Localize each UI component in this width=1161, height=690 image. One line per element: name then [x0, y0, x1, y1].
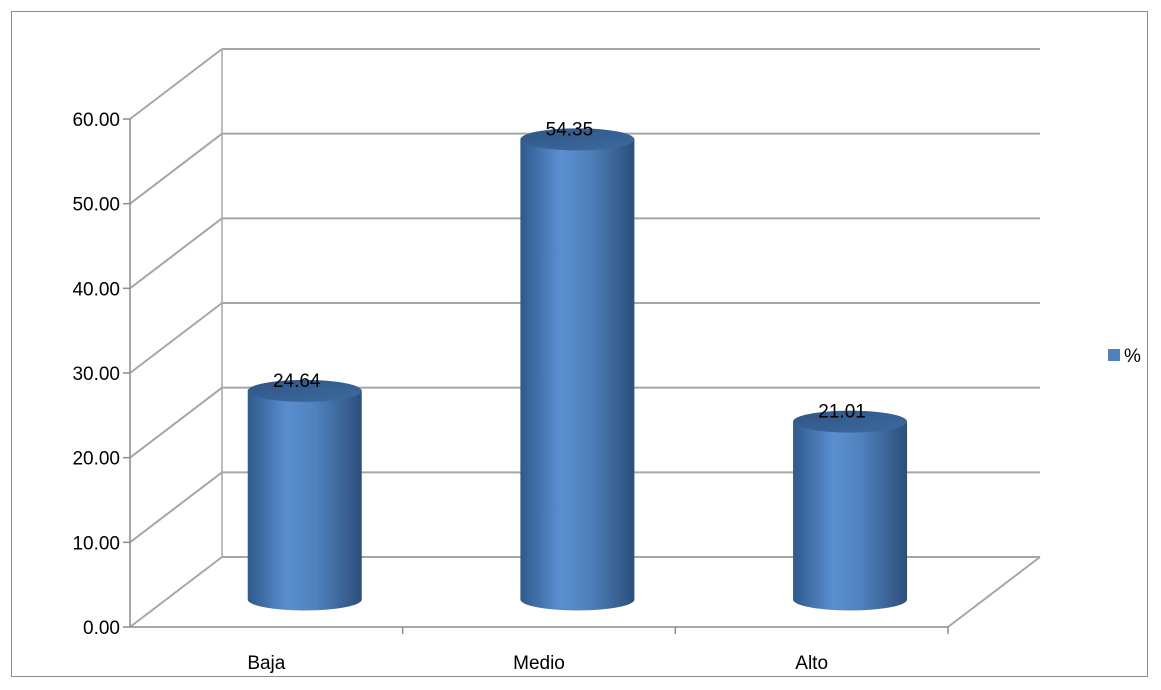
- bar-cap: [247, 379, 362, 402]
- legend-label: %: [1124, 346, 1141, 367]
- bar-medio: [520, 128, 635, 611]
- x-tick-label: Alto: [795, 653, 828, 674]
- y-tick-label: 40.00: [72, 279, 120, 300]
- bar-body: [793, 421, 908, 611]
- gridline-side: [129, 48, 223, 120]
- data-label: 24.64: [273, 371, 321, 392]
- data-label: 21.01: [818, 402, 866, 423]
- gridline-side: [129, 471, 223, 544]
- y-tick-label: 20.00: [72, 449, 120, 470]
- bar-body: [247, 390, 362, 611]
- y-tick-label: 0.00: [83, 618, 120, 639]
- legend: %: [1108, 346, 1141, 367]
- gridline-side: [129, 386, 223, 459]
- y-tick-label: 30.00: [72, 364, 120, 385]
- gridline-side: [129, 217, 223, 290]
- bar-baja: [247, 379, 362, 611]
- x-tick-label: Medio: [513, 653, 565, 674]
- y-tick-label: 60.00: [72, 110, 120, 131]
- bar-cap: [793, 410, 908, 433]
- bar-cap: [520, 128, 635, 151]
- floor-edge: [947, 556, 1041, 628]
- legend-swatch: [1108, 349, 1120, 361]
- gridline-side: [129, 556, 223, 628]
- data-label: 54.35: [546, 119, 594, 140]
- bar-body: [520, 139, 635, 611]
- bar-alto: [793, 410, 908, 611]
- gridline-side: [129, 132, 223, 205]
- y-tick-label: 50.00: [72, 195, 120, 216]
- y-tick-label: 10.00: [72, 533, 120, 554]
- gridline-side: [129, 302, 223, 374]
- x-tick-label: Baja: [247, 653, 285, 674]
